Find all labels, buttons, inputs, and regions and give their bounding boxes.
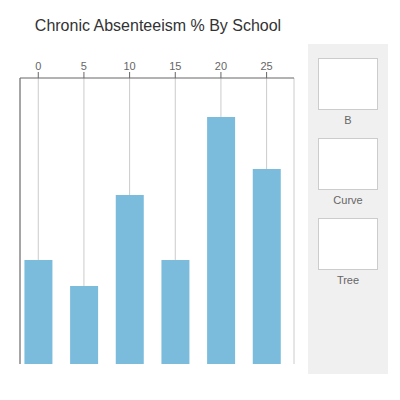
- html-text:B: B: [344, 114, 352, 126]
- html-text:Chronic Absenteeism % By Schoo: Chronic Absenteeism % By School: [34, 17, 282, 34]
- svg-text:10: 10: [123, 60, 135, 72]
- svg-text:20: 20: [215, 60, 227, 72]
- svg-text:5: 5: [81, 60, 87, 72]
- svg-text:25: 25: [260, 60, 272, 72]
- html-text:Tree: Tree: [336, 274, 360, 286]
- html-text:Curve: Curve: [333, 194, 363, 206]
- svg-text:15: 15: [169, 60, 181, 72]
- svg-text:0: 0: [35, 60, 41, 72]
